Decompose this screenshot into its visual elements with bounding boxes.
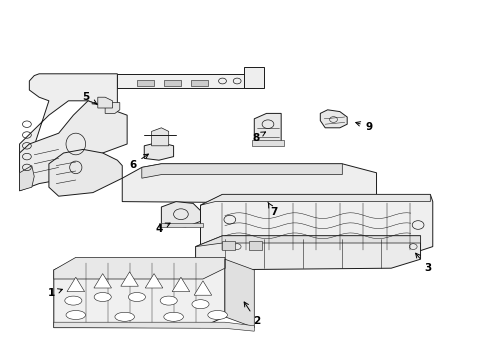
Polygon shape <box>117 74 254 88</box>
Polygon shape <box>151 128 168 146</box>
Polygon shape <box>105 103 120 113</box>
Polygon shape <box>161 202 200 227</box>
Ellipse shape <box>64 296 82 305</box>
Polygon shape <box>190 80 207 86</box>
Polygon shape <box>249 241 261 250</box>
Polygon shape <box>172 277 189 292</box>
Polygon shape <box>94 274 111 288</box>
Polygon shape <box>121 272 138 286</box>
Polygon shape <box>200 194 429 205</box>
Polygon shape <box>54 322 254 331</box>
Ellipse shape <box>160 296 177 305</box>
Polygon shape <box>20 74 117 191</box>
Polygon shape <box>145 274 163 288</box>
Ellipse shape <box>115 312 134 321</box>
Text: 3: 3 <box>415 253 430 273</box>
Ellipse shape <box>191 300 208 309</box>
Polygon shape <box>54 259 224 328</box>
Ellipse shape <box>94 292 111 302</box>
Ellipse shape <box>207 310 227 320</box>
Polygon shape <box>67 277 84 292</box>
Text: 2: 2 <box>244 302 260 326</box>
Polygon shape <box>49 149 122 196</box>
Polygon shape <box>254 113 281 144</box>
Polygon shape <box>244 67 264 88</box>
Text: 1: 1 <box>48 288 62 298</box>
Polygon shape <box>200 194 432 254</box>
Text: 7: 7 <box>267 202 277 217</box>
Polygon shape <box>222 241 234 250</box>
Polygon shape <box>122 164 376 203</box>
Polygon shape <box>251 140 283 146</box>
Polygon shape <box>142 164 342 178</box>
Polygon shape <box>159 223 203 227</box>
Ellipse shape <box>66 310 85 320</box>
Polygon shape <box>194 281 211 295</box>
Polygon shape <box>195 236 420 270</box>
Ellipse shape <box>163 312 183 321</box>
Text: 9: 9 <box>355 122 372 132</box>
Polygon shape <box>54 257 224 279</box>
Polygon shape <box>20 101 127 191</box>
Polygon shape <box>224 259 254 328</box>
Text: 8: 8 <box>252 132 265 143</box>
Text: 4: 4 <box>155 223 170 234</box>
Polygon shape <box>20 166 34 191</box>
Polygon shape <box>98 97 112 108</box>
Polygon shape <box>195 236 420 247</box>
Polygon shape <box>163 80 181 86</box>
Polygon shape <box>320 110 346 128</box>
Polygon shape <box>137 80 154 86</box>
Text: 5: 5 <box>82 92 97 104</box>
Text: 6: 6 <box>129 154 148 170</box>
Polygon shape <box>144 142 173 160</box>
Ellipse shape <box>128 292 145 302</box>
